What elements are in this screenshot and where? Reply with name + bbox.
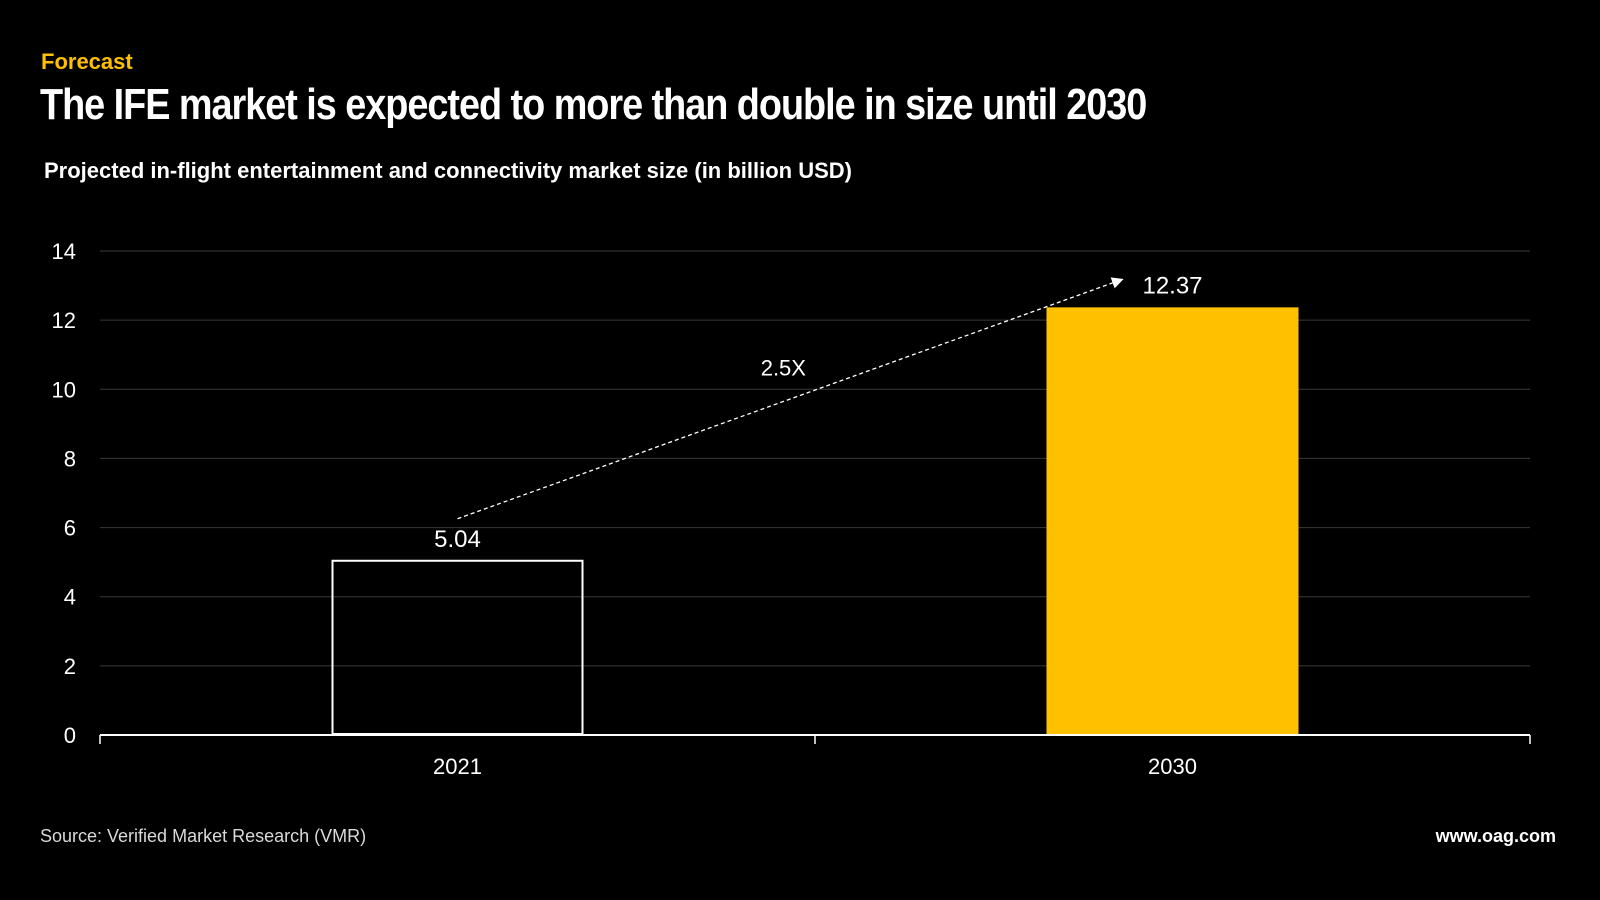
page-title: The IFE market is expected to more than … xyxy=(40,80,1147,129)
y-tick-label: 8 xyxy=(64,446,76,471)
x-tick-label: 2021 xyxy=(433,754,482,779)
data-label: 12.37 xyxy=(1142,272,1202,299)
y-tick-label: 0 xyxy=(64,723,76,748)
source-note: Source: Verified Market Research (VMR) xyxy=(40,826,367,846)
y-tick-label: 10 xyxy=(52,377,76,402)
kicker-label: Forecast xyxy=(41,49,133,74)
y-tick-label: 14 xyxy=(52,239,76,264)
chart-subtitle: Projected in-flight entertainment and co… xyxy=(44,158,853,183)
y-tick-label: 2 xyxy=(64,654,76,679)
data-label: 5.04 xyxy=(434,526,481,553)
x-tick-label: 2030 xyxy=(1148,754,1197,779)
bar-2030 xyxy=(1046,307,1299,735)
y-tick-label: 12 xyxy=(52,308,76,333)
y-tick-label: 4 xyxy=(64,585,76,610)
bar-2021 xyxy=(331,559,584,736)
y-tick-label: 6 xyxy=(64,516,76,541)
site-url: www.oag.com xyxy=(1435,826,1556,846)
growth-annotation: 2.5X xyxy=(761,355,807,380)
growth-arrow xyxy=(457,277,1124,520)
